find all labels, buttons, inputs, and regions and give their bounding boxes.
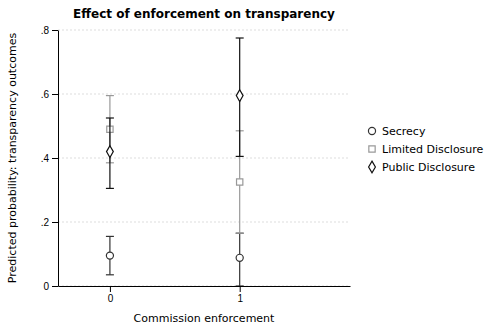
grid-line (58, 94, 350, 95)
axis-line (58, 31, 59, 287)
x-axis: 01 (59, 286, 351, 304)
legend-symbol (369, 146, 375, 152)
error-cap (106, 188, 114, 189)
legend-label: Secrecy (382, 125, 426, 138)
series (106, 96, 244, 234)
x-axis-title: Commission enforcement (134, 312, 276, 325)
marks (106, 38, 244, 286)
grid-line (58, 158, 350, 159)
legend-item: Secrecy (368, 125, 425, 138)
series (106, 38, 244, 188)
tick-label: .2 (41, 217, 50, 228)
point (107, 146, 114, 158)
error-cap (106, 236, 114, 237)
y-axis-title: Predicted probability: transparency outc… (6, 33, 19, 284)
tick: .6 (41, 89, 58, 100)
legend-symbol (368, 127, 375, 134)
error-cap (106, 117, 114, 118)
legend-symbol (369, 161, 376, 173)
tick-label: .8 (41, 25, 50, 36)
tick-mark (52, 222, 58, 223)
grid-line (58, 30, 350, 31)
plot: 010.2.4.6.8 (41, 25, 351, 304)
tick-label: 0 (108, 293, 114, 304)
legend-item: Public Disclosure (369, 161, 476, 174)
tick: .2 (41, 217, 58, 228)
error-cap (236, 233, 244, 234)
tick-label: .6 (41, 89, 50, 100)
error-cap (106, 274, 114, 275)
tick-mark (52, 94, 58, 95)
series (106, 233, 244, 286)
legend-item: Limited Disclosure (369, 143, 484, 156)
point (236, 254, 243, 261)
chart: 010.2.4.6.8Effect of enforcement on tran… (0, 0, 500, 334)
tick: 0 (43, 281, 58, 292)
point (106, 252, 113, 259)
tick-label: .4 (41, 153, 50, 164)
tick: .4 (41, 153, 58, 164)
tick-mark (110, 286, 111, 292)
point (237, 179, 243, 185)
point (236, 90, 243, 102)
error-cap (236, 37, 244, 38)
title: Effect of enforcement on transparency (73, 7, 335, 21)
tick-label: 0 (43, 281, 49, 292)
error-cap (106, 95, 114, 96)
tick: 0 (108, 286, 114, 304)
axis-line (59, 286, 351, 287)
error-cap (236, 233, 244, 234)
error-cap (236, 285, 244, 286)
grid (58, 30, 350, 286)
legend-label: Public Disclosure (382, 161, 475, 174)
grid-line (58, 286, 350, 287)
tick-mark (52, 30, 58, 31)
tick-label: 1 (237, 293, 243, 304)
tick: 1 (237, 286, 243, 304)
grid-line (58, 222, 350, 223)
error-cap (236, 156, 244, 157)
tick-mark (240, 286, 241, 292)
legend: Secrecy Limited Disclosure Public Disclosu… (368, 125, 483, 174)
tick: .8 (41, 25, 58, 36)
legend-label: Limited Disclosure (382, 143, 484, 156)
tick-mark (52, 286, 58, 287)
y-axis: 0 .2 .4 .6 .8 (41, 25, 59, 292)
tick-mark (52, 158, 58, 159)
